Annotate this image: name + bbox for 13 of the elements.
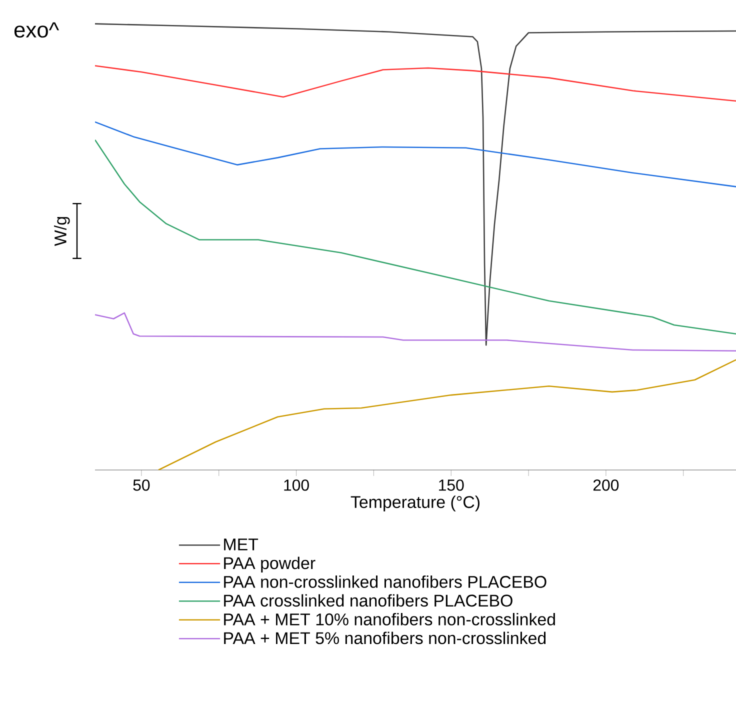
x-tick-label: 150: [439, 480, 464, 491]
x-tick-label: 100: [284, 480, 309, 491]
legend-label: PAA + MET 10% nanofibers non-crosslinked: [224, 612, 555, 626]
x-axis-title: Temperature (°C): [350, 496, 480, 512]
legend-label: PAA crosslinked nanofibers PLACEBO: [224, 594, 512, 607]
legend-label: PAA + MET 5% nanofibers non-crosslinked: [224, 632, 546, 644]
legend-label: PAA powder: [224, 556, 316, 573]
legend-label: MET: [224, 538, 258, 550]
y-axis-title: W/g: [54, 217, 70, 246]
x-tick-label: 50: [133, 480, 150, 491]
x-tick-label: 200: [593, 480, 619, 491]
legend-label: PAA non-crosslinked nanofibers PLACEBO: [224, 575, 546, 588]
text: exo^: [14, 22, 60, 38]
